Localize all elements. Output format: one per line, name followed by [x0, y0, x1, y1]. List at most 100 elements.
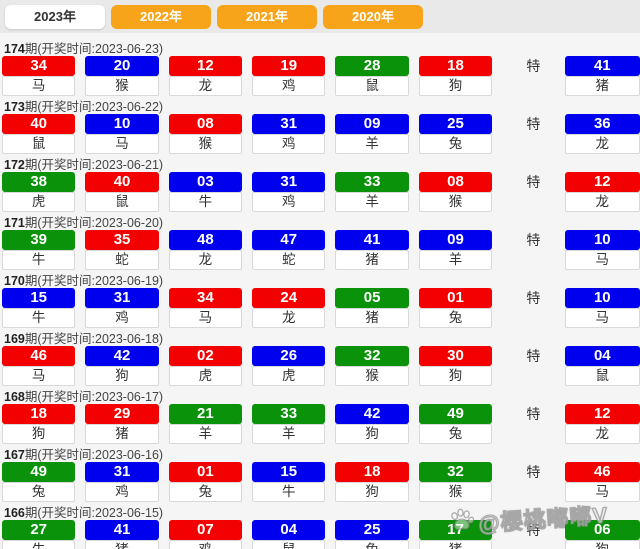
special-number-cell: 04 鼠: [564, 346, 640, 386]
number-cell: 03 牛: [168, 172, 243, 212]
number-cell: 01 兔: [168, 462, 243, 502]
number-cell: 01 兔: [418, 288, 493, 328]
number-ball: 18: [335, 462, 409, 482]
zodiac-label: 羊: [252, 424, 326, 444]
zodiac-label: 猴: [168, 134, 243, 154]
number-ball: 12: [168, 56, 243, 76]
zodiac-label: 羊: [335, 134, 409, 154]
number-cell: 17猪: [418, 520, 493, 549]
number-ball: 09: [335, 114, 409, 134]
number-cell: 48 龙: [168, 230, 243, 270]
special-number-cell: 12 龙: [564, 172, 640, 212]
zodiac-label-special: 龙: [564, 192, 640, 212]
number-ball: 25: [335, 520, 409, 540]
number-ball: 08: [168, 114, 243, 134]
zodiac-label: 猪: [335, 250, 409, 270]
tab-2020[interactable]: 2020年: [323, 5, 423, 29]
number-cell: 18 狗: [2, 404, 76, 444]
number-cell: 15 牛: [2, 288, 76, 328]
number-cell: 24 龙: [252, 288, 326, 328]
number-ball: 07: [168, 520, 243, 540]
tab-2023[interactable]: 2023年: [5, 5, 105, 29]
zodiac-label: 牛: [2, 540, 76, 549]
special-marker: 特: [526, 58, 541, 74]
special-number-cell: 41 猪: [564, 56, 640, 96]
number-ball: 34: [2, 56, 76, 76]
zodiac-label: 兔: [418, 308, 493, 328]
zodiac-label: 牛: [2, 250, 76, 270]
period-number: 174: [4, 42, 25, 56]
period-number: 169: [4, 332, 25, 346]
number-ball: 20: [85, 56, 159, 76]
special-marker: 特: [526, 522, 541, 538]
tab-2021[interactable]: 2021年: [217, 5, 317, 29]
zodiac-label-special: 鼠: [564, 366, 640, 386]
draw-time: 期(开奖时间:2023-06-16): [24, 448, 164, 462]
zodiac-label: 鼠: [252, 540, 326, 549]
special-marker: 特: [526, 464, 541, 480]
number-ball: 26: [252, 346, 326, 366]
number-ball: 15: [2, 288, 76, 308]
year-tabbar: 2023年 2022年 2021年 2020年: [0, 0, 640, 33]
zodiac-label: 马: [2, 76, 76, 96]
number-ball-special: 04: [564, 346, 640, 366]
number-cell: 46 马: [2, 346, 76, 386]
number-ball: 18: [2, 404, 76, 424]
zodiac-label: 兔: [418, 134, 493, 154]
zodiac-label: 兔: [418, 424, 493, 444]
zodiac-label: 兔: [2, 482, 76, 502]
number-cell: 31 鸡: [85, 288, 159, 328]
draw-time: 期(开奖时间:2023-06-17): [24, 390, 164, 404]
zodiac-label: 牛: [252, 482, 326, 502]
number-cell: 20 猴: [85, 56, 159, 96]
draw-time: 期(开奖时间:2023-06-23): [24, 42, 164, 56]
number-ball: 32: [418, 462, 493, 482]
draw-row: 168期(开奖时间:2023-06-17) 18 狗 29 猪 21 羊 33 羊 42 狗 49 兔特…: [2, 390, 640, 446]
zodiac-label: 鼠: [85, 192, 159, 212]
numbers-row: 46 马 42 狗 02 虎 26 虎 32 猴 30 狗特 04 鼠: [2, 346, 640, 386]
zodiac-label: 兔: [168, 482, 243, 502]
zodiac-label: 猴: [335, 366, 409, 386]
number-cell: 33 羊: [335, 172, 409, 212]
zodiac-label: 狗: [418, 366, 493, 386]
zodiac-label: 羊: [335, 192, 409, 212]
number-cell: 25兔: [335, 520, 409, 549]
zodiac-label: 蛇: [252, 250, 326, 270]
zodiac-label: 鼠: [335, 76, 409, 96]
tab-2022[interactable]: 2022年: [111, 5, 211, 29]
number-ball: 42: [85, 346, 159, 366]
zodiac-label: 狗: [85, 366, 159, 386]
numbers-row: 15 牛 31 鸡 34 马 24 龙 05 猪 01 兔特 10 马: [2, 288, 640, 328]
zodiac-label-special: 马: [564, 308, 640, 328]
number-ball-special: 12: [564, 404, 640, 424]
number-ball: 42: [335, 404, 409, 424]
number-cell: 41猪: [85, 520, 159, 549]
draw-period-label: 170期(开奖时间:2023-06-19): [4, 274, 640, 288]
number-cell: 38 虎: [2, 172, 76, 212]
zodiac-label: 龙: [252, 308, 326, 328]
numbers-row: 18 狗 29 猪 21 羊 33 羊 42 狗 49 兔特 12 龙: [2, 404, 640, 444]
number-cell: 09 羊: [335, 114, 409, 154]
zodiac-label: 羊: [168, 424, 243, 444]
number-ball: 31: [85, 288, 159, 308]
number-ball-special: 06: [564, 520, 640, 540]
period-number: 167: [4, 448, 25, 462]
number-ball: 19: [252, 56, 326, 76]
zodiac-label: 鸡: [85, 308, 159, 328]
number-cell: 26 虎: [252, 346, 326, 386]
zodiac-label: 羊: [418, 250, 493, 270]
number-cell: 09 羊: [418, 230, 493, 270]
number-ball: 10: [85, 114, 159, 134]
number-cell: 42 狗: [335, 404, 409, 444]
draw-row: 174期(开奖时间:2023-06-23) 34 马 20 猴 12 龙 19 鸡 28 鼠 18 狗特…: [2, 42, 640, 98]
number-ball: 04: [252, 520, 326, 540]
zodiac-label: 猪: [418, 540, 493, 549]
draw-period-label: 172期(开奖时间:2023-06-21): [4, 158, 640, 172]
zodiac-label: 虎: [168, 366, 243, 386]
numbers-row: 34 马 20 猴 12 龙 19 鸡 28 鼠 18 狗特 41 猪: [2, 56, 640, 96]
draw-period-label: 166期(开奖时间:2023-06-15): [4, 506, 640, 520]
number-ball: 27: [2, 520, 76, 540]
number-cell: 02 虎: [168, 346, 243, 386]
